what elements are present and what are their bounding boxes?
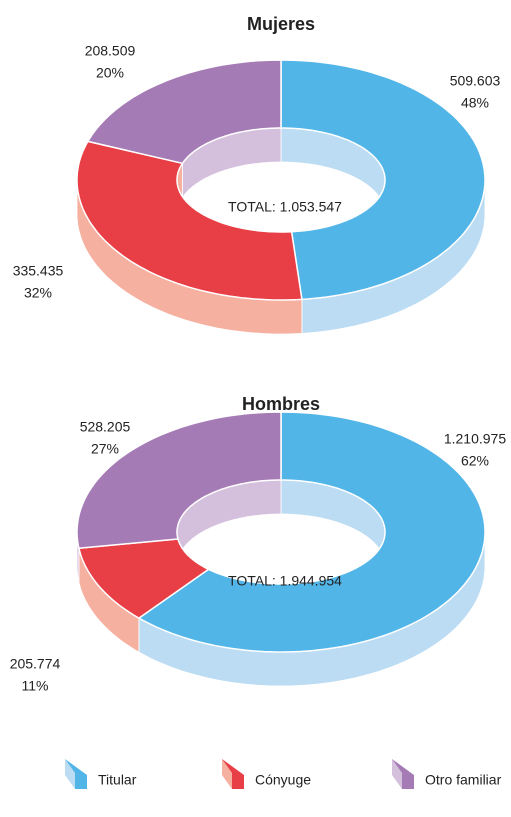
legend-label: Otro familiar	[425, 772, 502, 788]
legend-icon	[392, 759, 414, 789]
percent-label: 27%	[91, 441, 119, 457]
percent-label: 32%	[24, 285, 52, 301]
total-label: TOTAL: 1.944.954	[228, 573, 342, 589]
legend-icon-side	[65, 759, 75, 789]
value-label: 335.435	[13, 263, 64, 279]
legend-icon-side	[222, 759, 232, 789]
value-label: 509.603	[450, 73, 501, 89]
legend-icon	[65, 759, 87, 789]
slice	[86, 59, 282, 165]
slice	[76, 411, 282, 550]
value-label: 1.210.975	[444, 431, 506, 447]
percent-label: 20%	[96, 65, 124, 81]
percent-label: 62%	[461, 453, 489, 469]
legend-icon	[222, 759, 244, 789]
value-label: 528.205	[80, 419, 131, 435]
value-label: 208.509	[85, 43, 136, 59]
chart-title: Hombres	[242, 394, 320, 414]
chart-title: Mujeres	[247, 14, 315, 34]
legend-icon-side	[392, 759, 402, 789]
percent-label: 48%	[461, 95, 489, 111]
percent-label: 11%	[22, 678, 49, 694]
legend-label: Titular	[98, 772, 137, 788]
total-label: TOTAL: 1.053.547	[228, 199, 342, 215]
value-label: 205.774	[10, 656, 61, 672]
legend-label: Cónyuge	[255, 772, 311, 788]
